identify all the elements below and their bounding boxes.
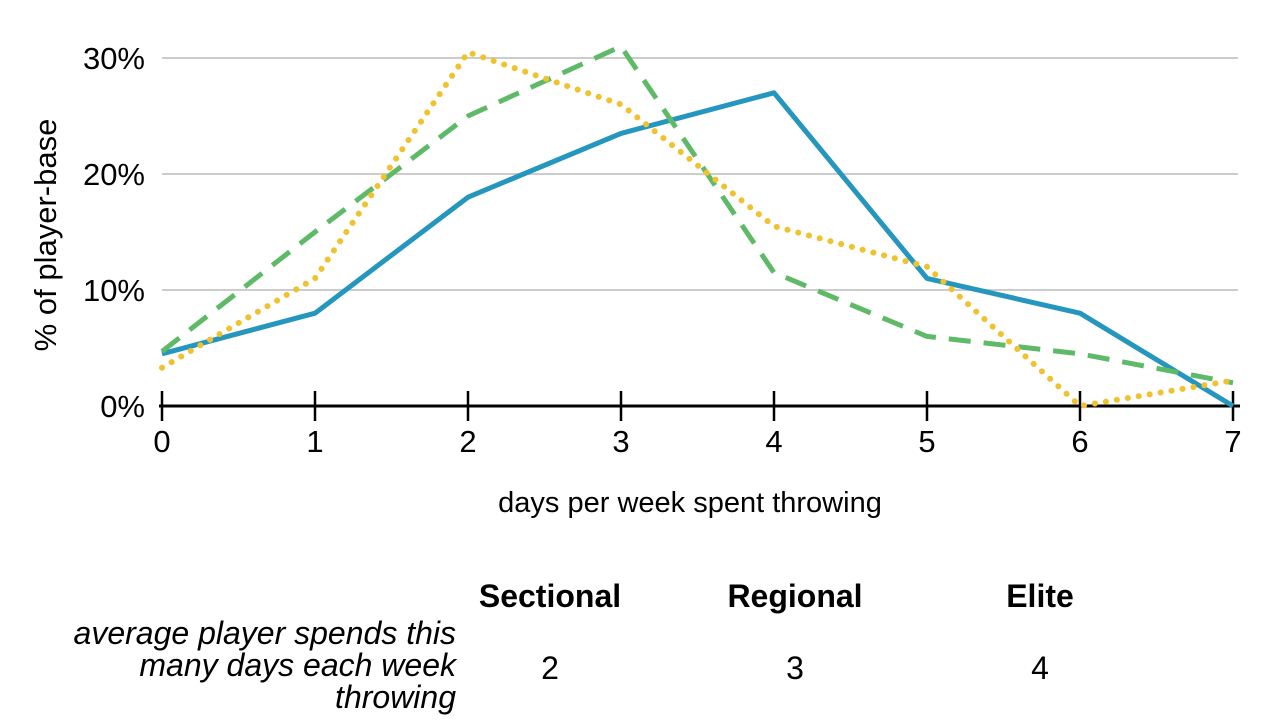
x-tick-label: 3 <box>612 424 629 459</box>
x-tick-label: 5 <box>918 424 935 459</box>
table-value-elite: 4 <box>1031 650 1049 686</box>
table-value-regional: 3 <box>786 650 804 686</box>
x-axis-title: days per week spent throwing <box>498 487 882 519</box>
y-tick-label: 10% <box>83 273 145 308</box>
y-tick-label: 0% <box>100 389 145 424</box>
y-tick-label: 20% <box>83 157 145 192</box>
series-line-elite <box>161 90 1235 409</box>
x-tick-label: 1 <box>306 424 323 459</box>
table-header-elite: Elite <box>1006 578 1074 614</box>
table-header-sectional: Sectional <box>478 578 622 614</box>
row-label-line-1: average player spends this <box>73 615 456 651</box>
series-line-regional <box>160 43 1234 386</box>
table-value-sectional: 2 <box>541 650 559 686</box>
x-tick-label: 4 <box>765 424 782 459</box>
line-chart: 0% 10% 20% 30% 0 1 2 3 4 5 6 7 <box>83 41 1242 459</box>
series-line-sectional <box>159 49 1236 409</box>
row-label-line-2: many days each week <box>139 647 456 683</box>
table-row-label: average player spends this many days eac… <box>66 617 456 713</box>
x-tick-label: 2 <box>459 424 476 459</box>
y-tick-label: 30% <box>83 41 145 76</box>
table-header-regional: Regional <box>727 578 863 614</box>
x-tick-label: 6 <box>1071 424 1088 459</box>
row-label-line-3: throwing <box>335 679 456 715</box>
x-tick-label: 0 <box>153 424 170 459</box>
x-tick-label: 7 <box>1224 424 1241 459</box>
